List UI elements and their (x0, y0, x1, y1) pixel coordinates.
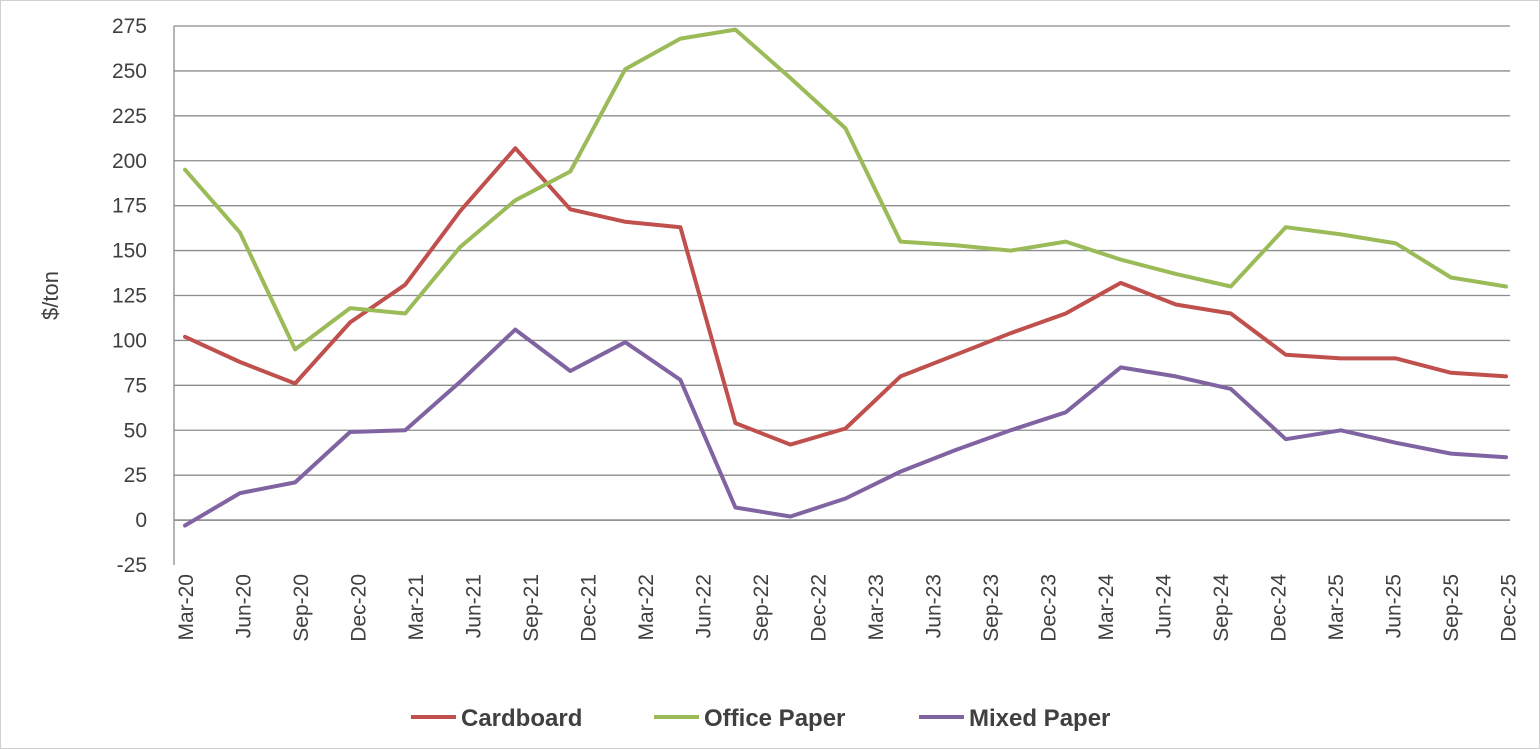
y-tick-label: 275 (112, 15, 147, 38)
x-tick-label: Jun-22 (693, 574, 716, 638)
x-tick-label: Sep-25 (1440, 574, 1463, 642)
y-axis-title: $/ton (38, 271, 63, 320)
x-tick-label: Dec-23 (1038, 574, 1061, 642)
x-tick-label: Mar-25 (1325, 574, 1348, 641)
x-tick-label: Sep-21 (520, 574, 543, 642)
x-tick-label: Mar-22 (635, 574, 658, 641)
series-line-mixed-paper (183, 327, 1508, 528)
x-tick-label: Dec-22 (808, 574, 831, 642)
y-tick-label: 200 (112, 150, 147, 173)
x-tick-label: Dec-20 (348, 574, 371, 642)
x-axis: Mar-20 Jun-20 Sep-20 Dec-20 Mar-21 Jun-21 Sep-… (174, 519, 1521, 642)
x-tick-label: Mar-21 (405, 574, 428, 641)
x-tick-label: Jun-24 (1153, 574, 1176, 639)
legend-label-office-paper: Office Paper (704, 705, 845, 732)
x-tick-label: Mar-23 (865, 574, 888, 641)
gridlines (174, 25, 1510, 521)
x-tick-label: Jun-23 (923, 574, 946, 638)
y-tick-label: 125 (112, 285, 147, 308)
x-tick-label: Jun-25 (1383, 574, 1406, 638)
x-tick-label: Dec-25 (1498, 574, 1521, 642)
series-line-cardboard (183, 146, 1508, 447)
x-tick-label: Sep-22 (750, 574, 773, 642)
y-tick-label: 175 (112, 195, 147, 218)
x-tick-label: Mar-20 (175, 574, 198, 641)
x-tick-label: Dec-21 (578, 574, 601, 642)
x-tick-label: Mar-24 (1095, 574, 1118, 641)
y-tick-label: 25 (124, 464, 147, 487)
x-tick-label: Jun-20 (233, 574, 256, 638)
series-line-office-paper (183, 27, 1508, 352)
x-tick-label: Sep-20 (290, 574, 313, 642)
y-tick-label: 100 (112, 329, 147, 352)
y-tick-label: 75 (124, 374, 147, 397)
x-tick-label: Dec-24 (1268, 574, 1291, 642)
y-tick-label: 0 (135, 509, 147, 532)
legend: Cardboard Office Paper Mixed Paper (411, 705, 1110, 732)
y-axis: -25 0 25 50 75 100 125 150 175 200 225 250 275 (112, 15, 175, 577)
series-lines (183, 27, 1508, 528)
y-tick-label: 225 (112, 105, 147, 128)
y-tick-label: -25 (117, 554, 147, 577)
y-tick-label: 50 (124, 419, 147, 442)
y-tick-label: 250 (112, 60, 147, 83)
y-tick-label: 150 (112, 240, 147, 263)
x-tick-label: Sep-24 (1210, 574, 1233, 642)
x-tick-label: Sep-23 (980, 574, 1003, 642)
legend-label-mixed-paper: Mixed Paper (969, 705, 1110, 732)
legend-label-cardboard: Cardboard (461, 705, 582, 732)
x-tick-label: Jun-21 (463, 574, 486, 638)
